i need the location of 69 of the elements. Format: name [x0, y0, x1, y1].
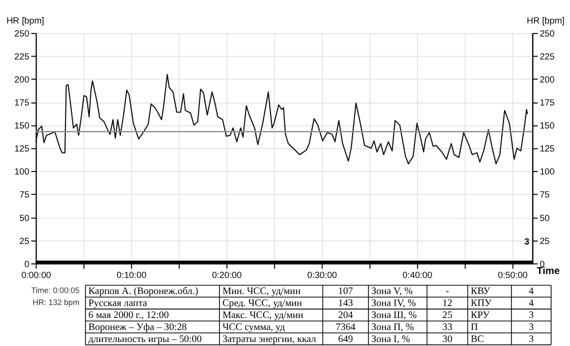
y2-tick-label: 175	[540, 98, 555, 108]
x-tick-label: 0:50:00	[498, 270, 528, 280]
y2-tick-label: 100	[540, 166, 555, 177]
text: Зона П, %	[371, 322, 414, 333]
y2-tick-label: 200	[540, 74, 555, 85]
y-tick-label: 50	[19, 212, 30, 223]
text: Карпов А. (Воронеж.обл.)	[88, 286, 198, 298]
text: Русская лапта	[88, 298, 148, 310]
y-tick-label: 250	[14, 28, 30, 38]
y-tick-label: 150	[14, 120, 30, 131]
y-tick-label: 75	[19, 190, 30, 200]
y-tick-label: 125	[14, 144, 30, 154]
y-tick-label: 100	[14, 166, 30, 177]
y2-tick-label: 150	[540, 120, 555, 131]
text: 143	[338, 298, 354, 310]
text: 649	[338, 334, 354, 345]
y-tick-label: 200	[14, 74, 30, 85]
x-axis-title: Time	[536, 266, 560, 277]
text: 4	[528, 286, 534, 298]
x-tick-label: 0:20:00	[212, 270, 242, 280]
y-tick-label: 225	[14, 52, 30, 62]
text: Зона Ш, %	[371, 310, 417, 321]
text: КРУ	[470, 310, 491, 321]
y2-tick-label: 50	[540, 212, 550, 223]
text: ЧСС сумма, уд	[222, 322, 285, 333]
text: Зона IV, %	[371, 298, 416, 310]
annotation: 3	[524, 236, 530, 247]
x-tick-label: 0:00:00	[21, 270, 52, 280]
text: КПУ	[470, 298, 492, 310]
x-tick-label: 0:40:00	[402, 270, 432, 280]
text: 7364	[336, 322, 356, 333]
y2-axis-title: HR [bpm]	[526, 16, 564, 26]
text: ВС	[470, 334, 484, 345]
text: 25	[442, 310, 452, 321]
text: Макс. ЧСС, уд/мин	[222, 310, 304, 321]
text: Time: 0:00:05	[31, 286, 80, 296]
text: Затраты энергии, ккал	[222, 334, 316, 345]
line-series	[35, 74, 528, 164]
text: 6 мая 2000 г., 12:00	[88, 310, 169, 321]
y-tick-label: 175	[14, 98, 30, 108]
text: 3	[528, 334, 534, 345]
text: длительность игры – 50:00	[88, 334, 202, 345]
y-tick-label: 25	[19, 236, 30, 246]
text: Воронеж – Уфа – 30:28	[88, 322, 187, 333]
text: 3	[528, 310, 534, 321]
text: КВУ	[470, 286, 492, 298]
text: 4	[528, 298, 534, 310]
text: 3	[528, 322, 534, 333]
y2-tick-label: 225	[540, 52, 555, 62]
text: Зона I, %	[371, 334, 410, 345]
y2-tick-label: 250	[540, 28, 555, 38]
text: 204	[338, 310, 354, 321]
text: Зона V, %	[371, 286, 413, 298]
text: Сред. ЧСС, уд/мин	[222, 298, 303, 310]
text: 33	[442, 322, 452, 333]
y2-tick-label: 75	[540, 190, 550, 200]
x-tick-label: 0:10:00	[116, 270, 146, 280]
y-axis-title: HR [bpm]	[6, 16, 44, 26]
x-tick-label: 0:30:00	[307, 270, 338, 280]
y2-tick-label: 125	[540, 144, 555, 154]
text: 12	[442, 298, 452, 310]
text: Мин. ЧСС, уд/мин	[222, 286, 302, 298]
text: HR: 132 bpm	[32, 298, 80, 308]
text: -	[446, 286, 450, 298]
text: 107	[338, 286, 354, 298]
text: П	[470, 322, 478, 333]
text: 30	[442, 334, 452, 345]
y-tick-label: 0	[24, 258, 30, 269]
y2-tick-label: 25	[540, 236, 550, 246]
